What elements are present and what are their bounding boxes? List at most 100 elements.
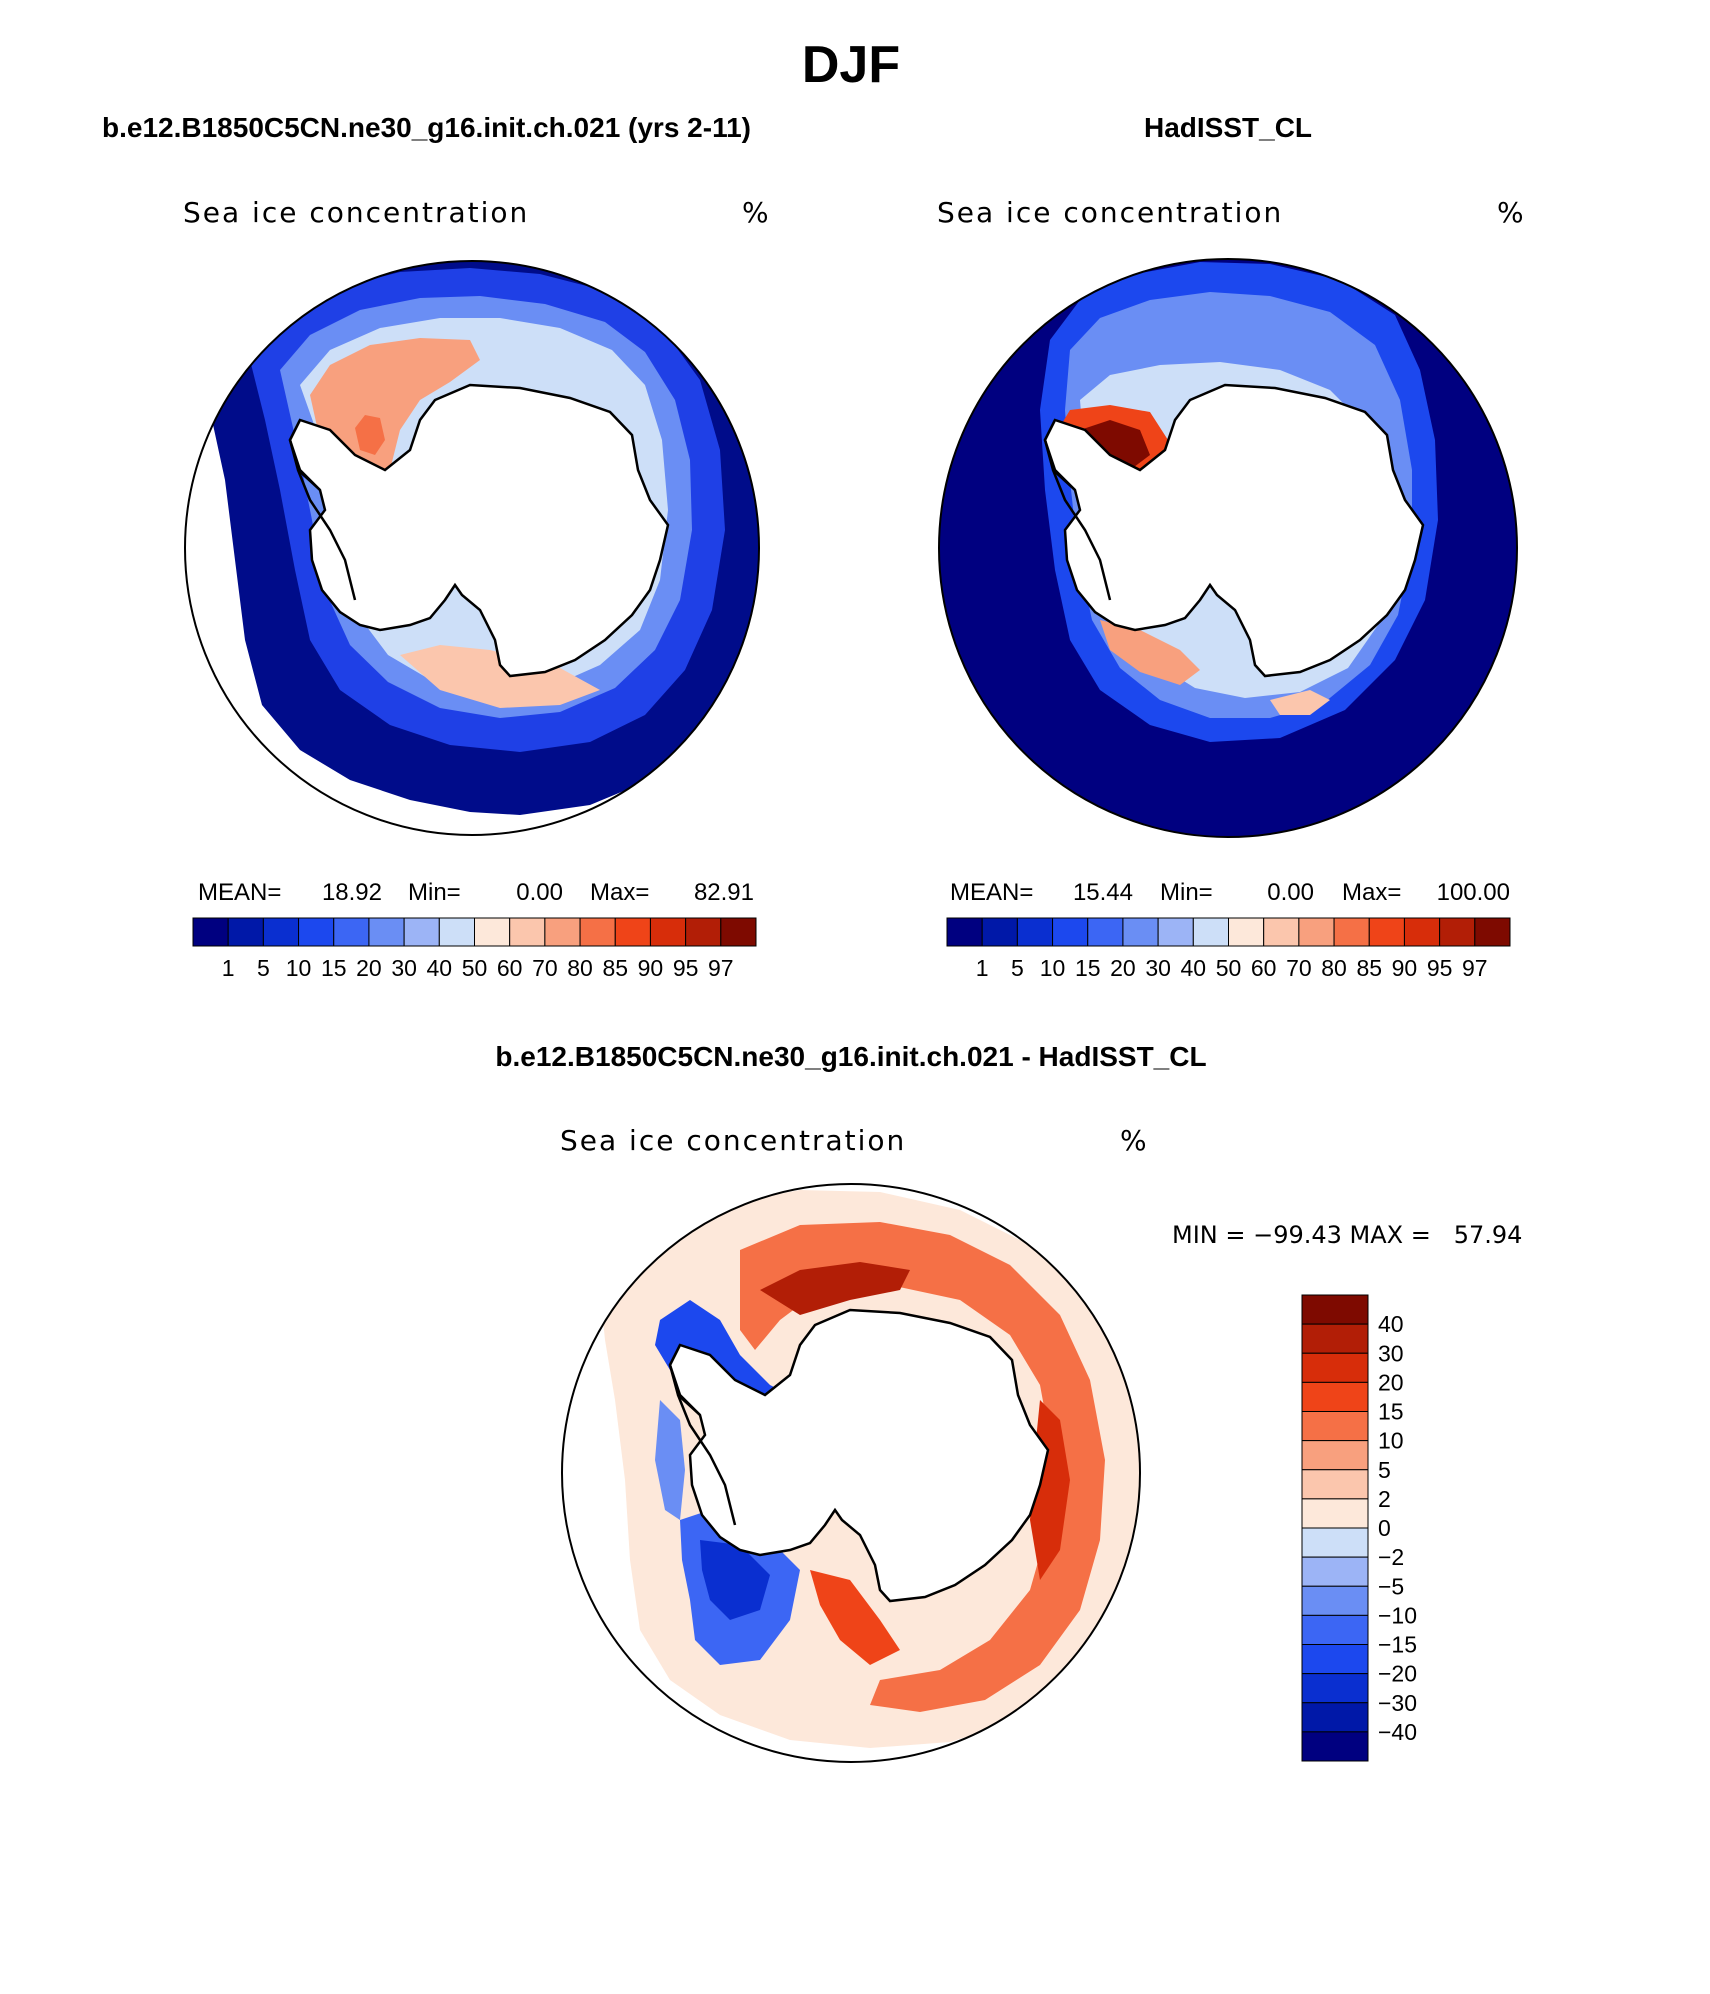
diff-colorbar-swatch bbox=[1301, 1556, 1369, 1587]
obs-colorbar-swatch bbox=[1016, 917, 1054, 947]
diff-colorbar-swatch bbox=[1301, 1673, 1369, 1704]
diff-variable-label: Sea ice concentration bbox=[560, 1124, 906, 1157]
obs-min-value: 0.00 bbox=[1267, 879, 1314, 906]
diff-colorbar-tick-label: 10 bbox=[1378, 1428, 1404, 1454]
diff-colorbar-tick-label: −20 bbox=[1378, 1661, 1417, 1687]
diff-colorbar-swatch bbox=[1301, 1411, 1369, 1442]
diff-colorbar-tick-label: 40 bbox=[1378, 1311, 1404, 1337]
model-colorbar-swatch bbox=[614, 917, 651, 947]
model-max-value: 82.91 bbox=[694, 879, 754, 906]
model-colorbar-swatch bbox=[368, 917, 405, 947]
model-max-label: Max= bbox=[590, 879, 649, 906]
obs-colorbar-tick-label: 20 bbox=[1110, 955, 1136, 981]
model-map-border bbox=[184, 260, 760, 836]
diff-colorbar-tick-label: 15 bbox=[1378, 1399, 1404, 1425]
obs-colorbar-tick-label: 85 bbox=[1356, 955, 1382, 981]
model-stats: MEAN= 18.92 Min= 0.00 Max= 82.91 bbox=[198, 879, 754, 906]
diff-colorbar-swatch bbox=[1301, 1440, 1369, 1471]
model-colorbar-swatch bbox=[333, 917, 370, 947]
obs-colorbar-swatch bbox=[1052, 917, 1089, 947]
model-colorbar-swatch bbox=[438, 917, 475, 947]
model-colorbar-swatch bbox=[649, 917, 687, 947]
obs-colorbar-tick-label: 15 bbox=[1075, 955, 1101, 981]
model-colorbar-tick-label: 97 bbox=[708, 955, 734, 981]
diff-minmax-label: MIN = −99.43 MAX = 57.94 bbox=[1172, 1221, 1522, 1249]
model-peninsula bbox=[288, 419, 357, 601]
obs-ice-ross bbox=[1100, 620, 1200, 685]
obs-colorbar-tick-label: 60 bbox=[1251, 955, 1277, 981]
obs-max-value: 100.00 bbox=[1437, 879, 1510, 906]
obs-colorbar-tick-label: 30 bbox=[1145, 955, 1171, 981]
model-colorbar-swatch bbox=[403, 917, 440, 947]
model-min-label: Min= bbox=[408, 879, 461, 906]
diff-positive-core-top bbox=[760, 1262, 910, 1315]
diff-colorbar-swatch bbox=[1301, 1731, 1369, 1762]
obs-colorbar-swatch bbox=[1228, 917, 1265, 947]
model-colorbar-swatch bbox=[579, 917, 616, 947]
model-colorbar-tick-label: 85 bbox=[602, 955, 628, 981]
obs-colorbar: 1 5 10 15 20 30 40 50 60 70 80 85 90 95 97 bbox=[946, 917, 1511, 981]
diff-colorbar-tick-label: −40 bbox=[1378, 1719, 1417, 1745]
diff-colorbar-swatch bbox=[1301, 1527, 1369, 1558]
diff-colorbar-tick-label: −2 bbox=[1378, 1544, 1404, 1570]
model-colorbar-swatch bbox=[262, 917, 300, 947]
model-ice-weddell-core bbox=[355, 415, 385, 455]
obs-stats: MEAN= 15.44 Min= 0.00 Max= 100.00 bbox=[950, 879, 1510, 906]
diff-colorbar-swatch bbox=[1301, 1644, 1369, 1675]
model-panel-title: b.e12.B1850C5CN.ne30_g16.init.ch.021 (yr… bbox=[102, 112, 751, 143]
diff-colorbar-swatch bbox=[1301, 1352, 1369, 1383]
obs-colorbar-swatch bbox=[1192, 917, 1229, 947]
model-mean-label: MEAN= bbox=[198, 879, 281, 906]
diff-colorbar-tick-label: −5 bbox=[1378, 1573, 1404, 1599]
diff-colorbar-tick-label: −30 bbox=[1378, 1690, 1417, 1716]
model-ice-ross-high bbox=[400, 645, 600, 708]
diff-colorbar-tick-label: 2 bbox=[1378, 1486, 1391, 1512]
model-colorbar-tick-label: 60 bbox=[497, 955, 523, 981]
diff-positive-ring bbox=[740, 1222, 1105, 1712]
obs-colorbar-swatch bbox=[1368, 917, 1405, 947]
model-colorbar-tick-label: 20 bbox=[356, 955, 382, 981]
diff-colorbar-tick-label: 0 bbox=[1378, 1515, 1391, 1541]
diff-positive-ross bbox=[810, 1570, 900, 1665]
obs-units-label: % bbox=[1497, 196, 1524, 229]
obs-colorbar-tick-label: 95 bbox=[1427, 955, 1453, 981]
obs-colorbar-swatch bbox=[981, 917, 1018, 947]
model-colorbar-tick-label: 90 bbox=[638, 955, 664, 981]
obs-peninsula bbox=[1043, 419, 1112, 601]
obs-colorbar-swatch bbox=[1298, 917, 1335, 947]
model-colorbar-swatch bbox=[227, 917, 264, 947]
diff-colorbar-swatch bbox=[1301, 1498, 1369, 1529]
obs-colorbar-tick-label: 1 bbox=[976, 955, 989, 981]
obs-panel-title: HadISST_CL bbox=[1144, 112, 1312, 143]
model-colorbar-tick-label: 30 bbox=[391, 955, 417, 981]
model-colorbar-swatch bbox=[509, 917, 546, 947]
model-colorbar-tick-label: 40 bbox=[427, 955, 453, 981]
model-units-label: % bbox=[742, 196, 769, 229]
obs-colorbar-swatch bbox=[1087, 917, 1124, 947]
obs-max-label: Max= bbox=[1342, 879, 1401, 906]
model-colorbar-tick-label: 70 bbox=[532, 955, 558, 981]
obs-colorbar-swatch bbox=[1122, 917, 1159, 947]
diff-panel-title: b.e12.B1850C5CN.ne30_g16.init.ch.021 - H… bbox=[495, 1041, 1206, 1072]
diff-map bbox=[561, 1183, 1141, 1763]
obs-colorbar-tick-label: 70 bbox=[1286, 955, 1312, 981]
model-colorbar-swatch bbox=[298, 917, 335, 947]
diff-colorbar-swatch bbox=[1301, 1469, 1369, 1500]
obs-variable-label: Sea ice concentration bbox=[937, 196, 1283, 229]
obs-min-label: Min= bbox=[1160, 879, 1213, 906]
model-colorbar-swatch bbox=[720, 917, 757, 947]
model-map bbox=[184, 260, 760, 836]
obs-colorbar-tick-label: 97 bbox=[1462, 955, 1488, 981]
model-colorbar-tick-label: 80 bbox=[567, 955, 593, 981]
diff-negative-west-core bbox=[700, 1540, 770, 1620]
diff-colorbar-tick-label: 5 bbox=[1378, 1457, 1391, 1483]
obs-colorbar-tick-label: 5 bbox=[1011, 955, 1024, 981]
diff-colorbar-swatch bbox=[1301, 1381, 1369, 1412]
obs-mean-value: 15.44 bbox=[1073, 879, 1133, 906]
diff-colorbar-swatch bbox=[1301, 1294, 1369, 1325]
model-variable-label: Sea ice concentration bbox=[183, 196, 529, 229]
diff-units-label: % bbox=[1120, 1124, 1147, 1157]
diff-peninsula bbox=[668, 1344, 737, 1526]
obs-colorbar-tick-label: 90 bbox=[1392, 955, 1418, 981]
model-colorbar-swatch bbox=[544, 917, 581, 947]
